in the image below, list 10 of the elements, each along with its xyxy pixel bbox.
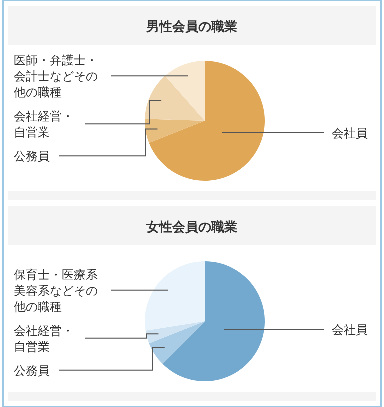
- slice-label: 会社経営・自営業: [14, 110, 74, 140]
- slice-label: 会社員: [332, 126, 368, 140]
- slice-label: 公務員: [14, 150, 50, 164]
- slice-label: 公務員: [14, 364, 50, 378]
- slice-label: 会社員: [332, 323, 368, 338]
- slice-label: 会社経営・自営業: [14, 324, 74, 354]
- chart-title: 女性会員の職業: [146, 220, 238, 234]
- chart-title: 男性会員の職業: [146, 19, 238, 34]
- slice-label: 医師・弁護士・会計士などその他の職種: [14, 54, 98, 100]
- slice-label: 保育士・医療系美容系などその他の職種: [14, 268, 98, 314]
